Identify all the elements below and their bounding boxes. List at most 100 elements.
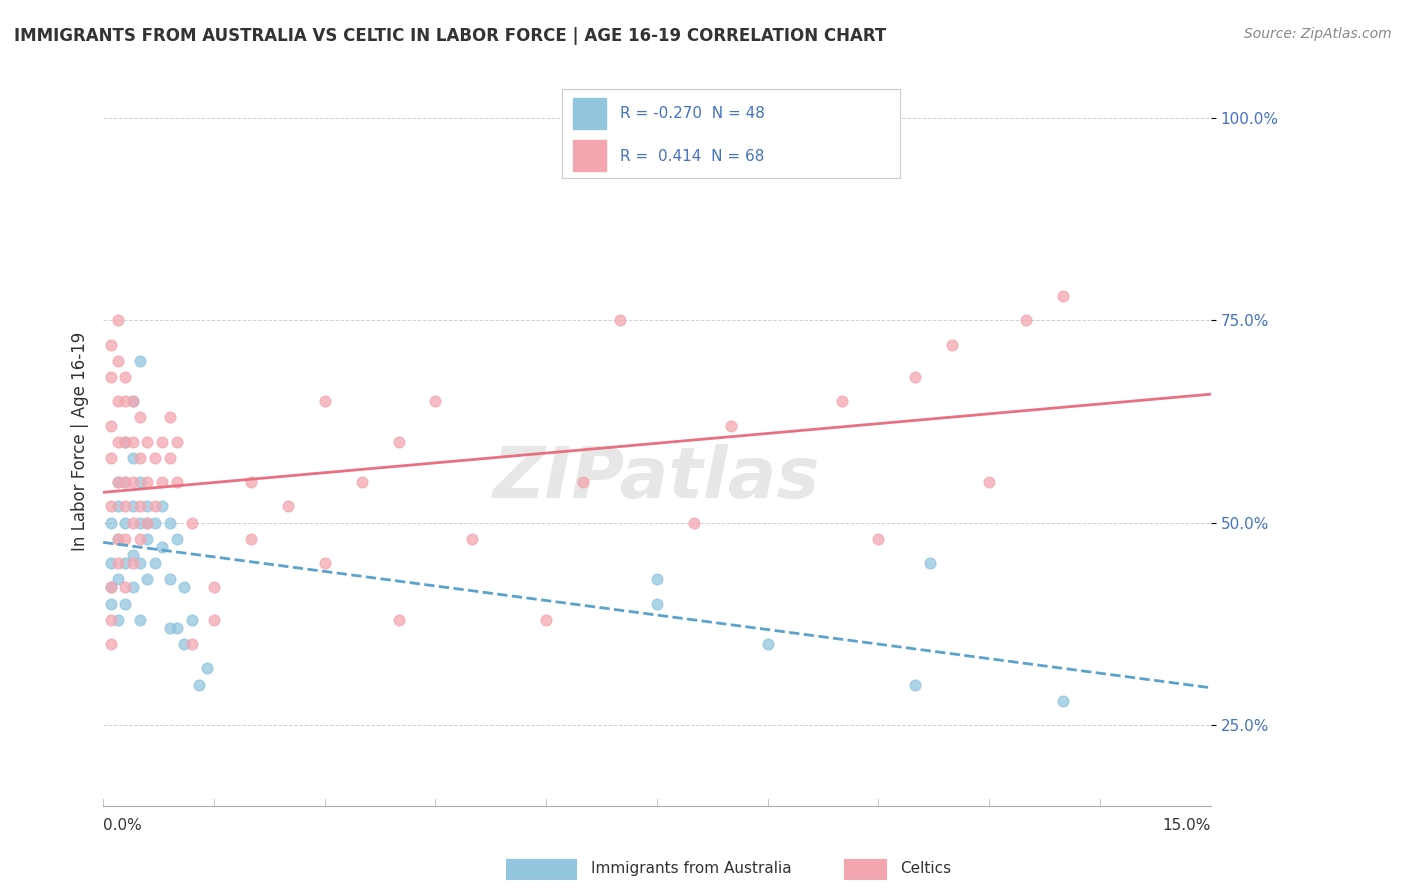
Point: [107, 532, 129, 546]
Point: [121, 394, 143, 409]
Point: [756, 637, 779, 651]
Point: [180, 637, 202, 651]
Point: [129, 613, 152, 627]
Point: [100, 556, 122, 570]
Point: [121, 556, 143, 570]
Point: [461, 532, 484, 546]
Point: [121, 475, 143, 490]
Point: [129, 532, 152, 546]
Point: [107, 475, 129, 490]
Text: Source: ZipAtlas.com: Source: ZipAtlas.com: [1244, 27, 1392, 41]
Point: [239, 475, 262, 490]
Point: [941, 337, 963, 351]
Point: [534, 613, 557, 627]
Point: [100, 597, 122, 611]
Point: [202, 613, 225, 627]
Point: [159, 410, 181, 425]
Point: [425, 394, 447, 409]
Point: [1015, 313, 1038, 327]
Point: [136, 475, 159, 490]
Text: ZIPatlas: ZIPatlas: [494, 443, 821, 513]
Text: IMMIGRANTS FROM AUSTRALIA VS CELTIC IN LABOR FORCE | AGE 16-19 CORRELATION CHART: IMMIGRANTS FROM AUSTRALIA VS CELTIC IN L…: [14, 27, 886, 45]
Point: [121, 516, 143, 530]
Point: [150, 475, 173, 490]
Point: [107, 572, 129, 586]
Point: [314, 556, 336, 570]
Point: [159, 450, 181, 465]
Point: [180, 516, 202, 530]
Point: [143, 450, 166, 465]
Point: [129, 516, 152, 530]
Point: [904, 677, 927, 691]
Point: [129, 475, 152, 490]
Point: [114, 597, 136, 611]
Point: [387, 613, 409, 627]
Point: [150, 540, 173, 554]
Point: [100, 500, 122, 514]
Point: [645, 572, 668, 586]
Point: [107, 434, 129, 449]
Point: [114, 434, 136, 449]
Point: [129, 353, 152, 368]
Point: [136, 434, 159, 449]
Text: 15.0%: 15.0%: [1163, 818, 1211, 833]
Point: [720, 418, 742, 433]
Text: R =  0.414  N = 68: R = 0.414 N = 68: [620, 149, 763, 163]
Point: [387, 434, 409, 449]
Point: [114, 516, 136, 530]
Point: [114, 581, 136, 595]
Point: [166, 621, 188, 635]
Point: [1052, 289, 1074, 303]
Point: [107, 532, 129, 546]
Point: [107, 394, 129, 409]
Point: [683, 516, 706, 530]
Point: [129, 500, 152, 514]
Text: Celtics: Celtics: [900, 862, 950, 876]
Point: [100, 613, 122, 627]
Point: [100, 581, 122, 595]
FancyBboxPatch shape: [572, 98, 606, 129]
Point: [143, 516, 166, 530]
Point: [136, 516, 159, 530]
Point: [143, 500, 166, 514]
Point: [129, 410, 152, 425]
Text: R = -0.270  N = 48: R = -0.270 N = 48: [620, 106, 765, 120]
Point: [1052, 694, 1074, 708]
Point: [121, 548, 143, 562]
Point: [202, 581, 225, 595]
Point: [159, 516, 181, 530]
Point: [114, 434, 136, 449]
Point: [100, 337, 122, 351]
Point: [180, 613, 202, 627]
Point: [100, 450, 122, 465]
Point: [173, 581, 195, 595]
Point: [188, 677, 211, 691]
Point: [100, 637, 122, 651]
Point: [114, 556, 136, 570]
Point: [121, 450, 143, 465]
Point: [136, 500, 159, 514]
Point: [979, 475, 1001, 490]
Point: [114, 532, 136, 546]
FancyBboxPatch shape: [572, 140, 606, 171]
Point: [121, 394, 143, 409]
Point: [277, 500, 299, 514]
Point: [107, 313, 129, 327]
Point: [136, 516, 159, 530]
Point: [100, 581, 122, 595]
Point: [114, 394, 136, 409]
Point: [239, 532, 262, 546]
Point: [107, 353, 129, 368]
Point: [107, 556, 129, 570]
Point: [314, 394, 336, 409]
Point: [150, 500, 173, 514]
Point: [121, 500, 143, 514]
Point: [121, 581, 143, 595]
Point: [159, 621, 181, 635]
Point: [114, 370, 136, 384]
Point: [645, 597, 668, 611]
Point: [121, 434, 143, 449]
Point: [572, 475, 595, 490]
Point: [166, 475, 188, 490]
Point: [114, 500, 136, 514]
